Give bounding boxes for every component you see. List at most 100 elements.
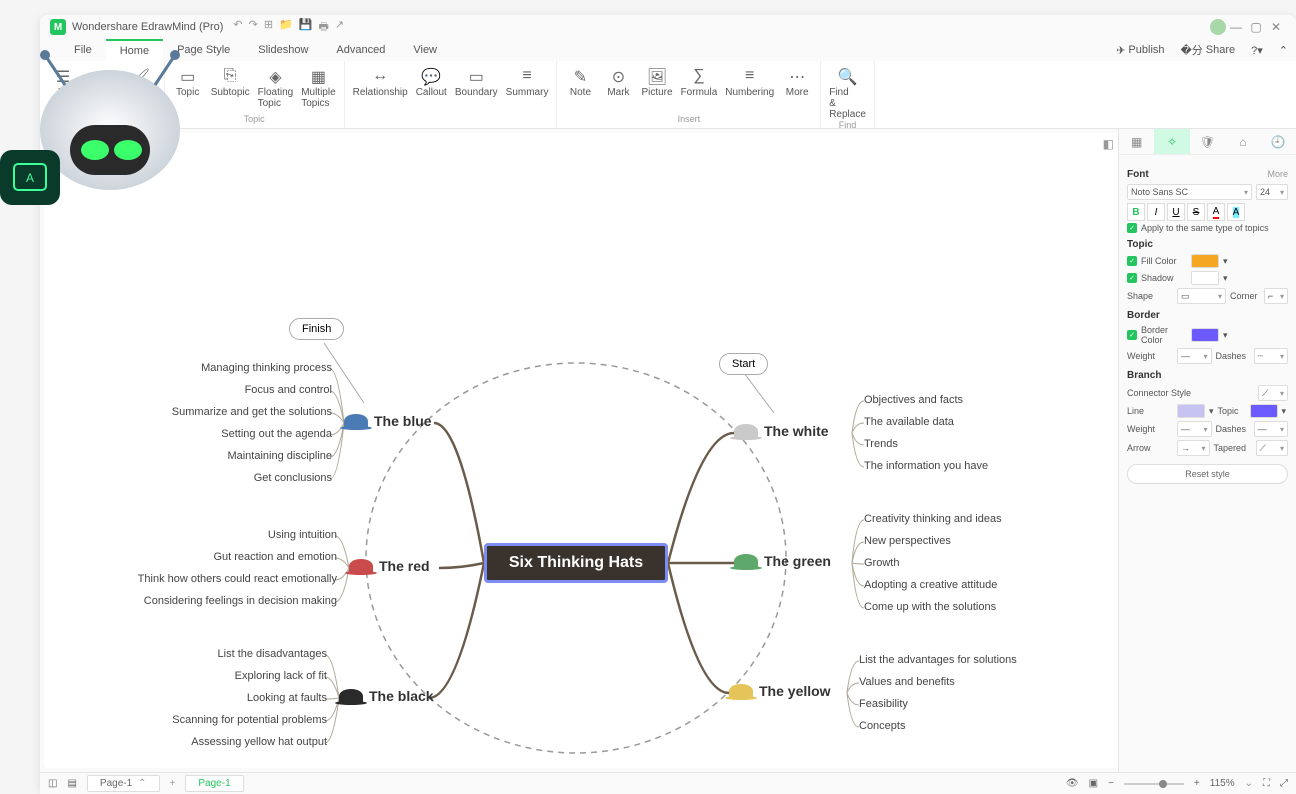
ribbon-mark[interactable]: ⊙Mark (603, 65, 633, 98)
subtopic[interactable]: Summarize and get the solutions (172, 406, 332, 418)
view-icon[interactable]: 👁 (1066, 778, 1079, 789)
collapse-ribbon-button[interactable]: ⌃ (1271, 44, 1296, 57)
branch-the-black[interactable]: The black (339, 688, 434, 704)
avatar-icon[interactable] (1210, 19, 1226, 35)
border-weight-select[interactable]: —▾ (1177, 348, 1212, 364)
ribbon-callout[interactable]: 💬Callout (416, 65, 447, 98)
subtopic[interactable]: Setting out the agenda (221, 428, 332, 440)
subtopic[interactable]: Creativity thinking and ideas (864, 513, 1002, 525)
ribbon-multiple-topics[interactable]: ▦MultipleTopics (301, 65, 335, 109)
add-page-button[interactable]: + (170, 778, 176, 789)
border-color-checkbox[interactable]: ✓ (1127, 330, 1137, 340)
apply-same-type-checkbox[interactable]: ✓ (1127, 223, 1137, 233)
central-topic[interactable]: Six Thinking Hats (484, 543, 668, 583)
undo-icon[interactable]: ↶ (233, 18, 242, 37)
panel-tab-page[interactable]: ▦ (1119, 129, 1154, 154)
close-button[interactable]: ✕ (1266, 20, 1286, 34)
subtopic[interactable]: Come up with the solutions (864, 601, 996, 613)
menu-tab-slideshow[interactable]: Slideshow (244, 40, 322, 60)
subtopic[interactable]: Managing thinking process (201, 362, 332, 374)
share-button[interactable]: �分 Share (1173, 42, 1244, 58)
subtopic[interactable]: Objectives and facts (864, 394, 963, 406)
publish-button[interactable]: ✈ Publish (1108, 44, 1172, 57)
ribbon-more[interactable]: ⋯More (782, 65, 812, 98)
subtopic[interactable]: Focus and control (245, 384, 332, 396)
help-button[interactable]: ?▾ (1243, 44, 1271, 57)
subtopic[interactable]: Get conclusions (254, 472, 332, 484)
fullscreen-icon[interactable]: ⤢ (1280, 778, 1288, 789)
branch-the-red[interactable]: The red (349, 558, 430, 574)
subtopic[interactable]: Values and benefits (859, 676, 955, 688)
panel-tab-history[interactable]: 🕘 (1261, 129, 1296, 154)
ribbon-find-replace[interactable]: 🔍Find&Replace (829, 65, 866, 120)
branch-the-blue[interactable]: The blue (344, 413, 432, 429)
export-icon[interactable]: ↗ (335, 18, 344, 37)
subtopic[interactable]: The available data (864, 416, 954, 428)
subtopic[interactable]: Gut reaction and emotion (213, 551, 337, 563)
save-icon[interactable]: 💾 (299, 18, 313, 37)
subtopic[interactable]: New perspectives (864, 535, 951, 547)
connector-style-select[interactable]: ⟋▾ (1258, 385, 1288, 401)
shadow-swatch[interactable] (1191, 271, 1219, 285)
bold-button[interactable]: B (1127, 203, 1145, 221)
panel-tab-icons[interactable]: ⌂ (1225, 129, 1260, 154)
redo-icon[interactable]: ↷ (249, 18, 258, 37)
callout-start[interactable]: Start (719, 353, 768, 375)
font-more-link[interactable]: More (1267, 169, 1288, 180)
font-color-button[interactable]: A (1207, 203, 1225, 221)
callout-finish[interactable]: Finish (289, 318, 344, 340)
tapered-select[interactable]: ⟋▾ (1256, 440, 1289, 456)
ribbon-formula[interactable]: ∑Formula (681, 65, 718, 98)
branch-the-green[interactable]: The green (734, 553, 831, 569)
subtopic[interactable]: Using intuition (268, 529, 337, 541)
corner-select[interactable]: ⌐▾ (1264, 288, 1288, 304)
ribbon-floating-topic[interactable]: ◈FloatingTopic (258, 65, 294, 109)
zoom-in-button[interactable]: + (1194, 778, 1200, 789)
line-color-swatch[interactable] (1177, 404, 1205, 418)
subtopic[interactable]: Assessing yellow hat output (191, 736, 327, 748)
subtopic[interactable]: Exploring lack of fit (235, 670, 327, 682)
arrow-select[interactable]: →▾ (1177, 440, 1210, 456)
strike-button[interactable]: S (1187, 203, 1205, 221)
subtopic[interactable]: Think how others could react emotionally (138, 573, 337, 585)
outline-icon[interactable]: ◫ (48, 778, 57, 789)
highlight-button[interactable]: A (1227, 203, 1245, 221)
ribbon-picture[interactable]: 🖼Picture (641, 65, 672, 98)
font-size-select[interactable]: 24▾ (1256, 184, 1288, 200)
zoom-slider[interactable] (1124, 783, 1184, 785)
subtopic[interactable]: Concepts (859, 720, 905, 732)
subtopic[interactable]: The information you have (864, 460, 988, 472)
shadow-checkbox[interactable]: ✓ (1127, 273, 1137, 283)
subtopic[interactable]: Feasibility (859, 698, 908, 710)
page-tab-active[interactable]: Page-1 (185, 775, 243, 792)
panel-tab-security[interactable]: 🛡 (1190, 129, 1225, 154)
topic-color-swatch[interactable] (1250, 404, 1278, 418)
subtopic[interactable]: Maintaining discipline (227, 450, 332, 462)
fill-color-checkbox[interactable]: ✓ (1127, 256, 1137, 266)
subtopic[interactable]: List the disadvantages (218, 648, 327, 660)
minimize-button[interactable]: — (1226, 20, 1246, 34)
border-color-swatch[interactable] (1191, 328, 1219, 342)
ribbon-subtopic[interactable]: ⎘Subtopic (211, 65, 250, 109)
open-icon[interactable]: 📁 (279, 18, 293, 37)
fit-icon[interactable]: ▣ (1089, 778, 1098, 789)
underline-button[interactable]: U (1167, 203, 1185, 221)
print-icon[interactable]: 🖶 (318, 18, 328, 37)
ribbon-boundary[interactable]: ▭Boundary (455, 65, 498, 98)
reset-style-button[interactable]: Reset style (1127, 464, 1288, 484)
subtopic[interactable]: Looking at faults (247, 692, 327, 704)
panel-tab-style[interactable]: ✧ (1154, 129, 1189, 154)
subtopic[interactable]: Growth (864, 557, 899, 569)
maximize-button[interactable]: ▢ (1246, 20, 1266, 34)
ribbon-summary[interactable]: ≡Summary (506, 65, 549, 98)
new-icon[interactable]: ⊞ (264, 18, 273, 37)
subtopic[interactable]: Considering feelings in decision making (144, 595, 337, 607)
subtopic[interactable]: Trends (864, 438, 898, 450)
preview-icon[interactable]: ▤ (67, 778, 76, 789)
subtopic[interactable]: List the advantages for solutions (859, 654, 1017, 666)
subtopic[interactable]: Scanning for potential problems (172, 714, 327, 726)
ribbon-numbering[interactable]: ≡Numbering (725, 65, 774, 98)
border-dashes-select[interactable]: ┄▾ (1254, 348, 1289, 364)
zoom-out-button[interactable]: − (1108, 778, 1114, 789)
branch-the-yellow[interactable]: The yellow (729, 683, 831, 699)
